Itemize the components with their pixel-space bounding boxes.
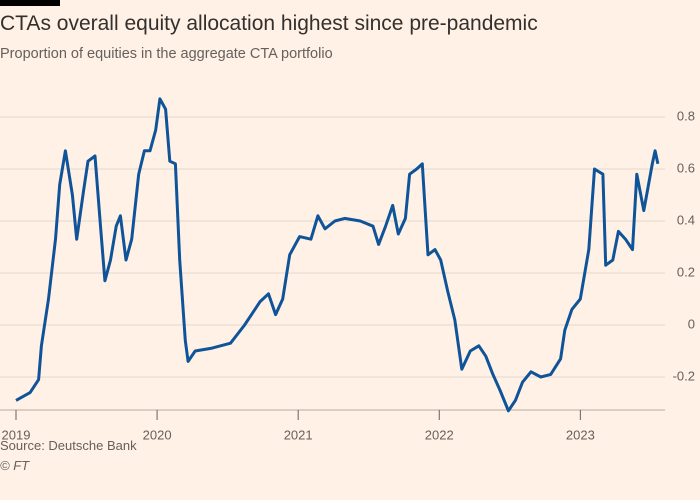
x-tick-label: 2022 (425, 427, 454, 442)
y-tick-label: 0.2 (677, 264, 695, 279)
credit: © FT (0, 458, 30, 473)
y-tick-label: 0.8 (677, 108, 695, 123)
x-tick-label: 2020 (143, 427, 172, 442)
chart-subtitle: Proportion of equities in the aggregate … (0, 46, 333, 62)
y-tick-label: 0.4 (677, 212, 695, 227)
x-tick-label: 2023 (566, 427, 595, 442)
y-tick-label: -0.2 (673, 368, 695, 383)
y-tick-label: 0 (688, 316, 695, 331)
source: Source: Deutsche Bank (0, 438, 137, 453)
chart-title: CTAs overall equity allocation highest s… (0, 12, 538, 35)
brand-bar (0, 0, 60, 6)
x-tick-label: 2019 (2, 427, 31, 442)
y-tick-label: 0.6 (677, 160, 695, 175)
x-tick-label: 2021 (284, 427, 313, 442)
data-line (15, 97, 660, 413)
